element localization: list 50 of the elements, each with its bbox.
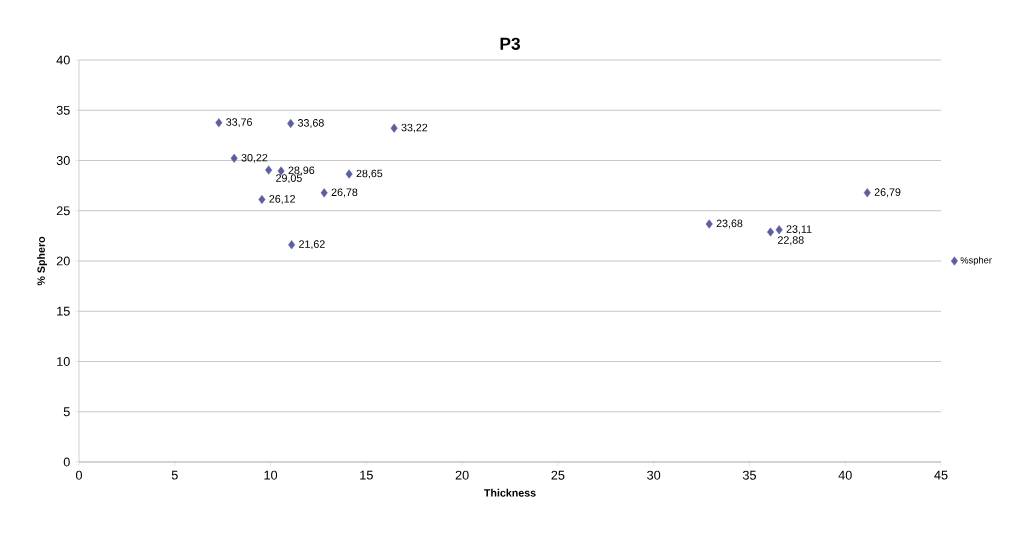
point xyxy=(288,240,296,250)
legend-label: %spher xyxy=(960,256,992,266)
y-tick-label: 25 xyxy=(56,206,70,216)
y-tick-label: 40 xyxy=(56,55,70,65)
x-tick-label: 40 xyxy=(838,470,852,480)
data-label: 28,96 xyxy=(288,166,315,176)
x-tick-label: 10 xyxy=(264,470,278,480)
x-tick-label: 5 xyxy=(171,470,178,480)
data-label: 23,11 xyxy=(786,225,812,235)
data-label: 33,22 xyxy=(401,123,428,133)
point xyxy=(345,169,353,179)
point xyxy=(320,188,328,198)
chart-title: P3 xyxy=(500,37,520,50)
point xyxy=(258,194,266,205)
y-tick-label: 20 xyxy=(56,256,70,266)
x-tick-label: 15 xyxy=(360,470,373,480)
point xyxy=(775,225,783,235)
x-tick-label: 25 xyxy=(551,470,565,480)
data-label: 33,68 xyxy=(298,119,324,128)
data-label: 29,05 xyxy=(276,174,302,184)
y-tick-label: 35 xyxy=(56,105,70,115)
point xyxy=(265,165,273,175)
data-label: 26,12 xyxy=(269,195,296,204)
x-tick-label: 35 xyxy=(742,470,756,480)
y-tick-label: 30 xyxy=(56,156,70,165)
point xyxy=(767,227,774,237)
point xyxy=(215,118,223,128)
data-label: 22,88 xyxy=(778,236,804,246)
y-tick-label: 5 xyxy=(63,407,70,417)
y-axis-title: % Sphero xyxy=(37,236,48,286)
point xyxy=(705,219,713,229)
point xyxy=(390,123,398,133)
data-label: 30,22 xyxy=(241,153,268,163)
data-label: 33,76 xyxy=(226,118,252,128)
y-tick-label: 15 xyxy=(57,306,70,316)
point xyxy=(230,153,238,163)
data-label: 23,68 xyxy=(716,219,743,229)
y-tick-label: 10 xyxy=(57,357,70,366)
point xyxy=(863,188,871,198)
data-label: 28,65 xyxy=(356,169,383,179)
data-label: 26,79 xyxy=(874,188,901,198)
x-tick-label: 0 xyxy=(75,470,83,480)
data-label: 26,78 xyxy=(331,188,358,198)
point xyxy=(287,118,295,129)
x-tick-label: 45 xyxy=(934,470,948,480)
x-tick-label: 20 xyxy=(455,470,469,480)
x-axis-title: Thickness xyxy=(484,488,536,497)
data-label: 21,62 xyxy=(299,240,325,250)
x-tick-label: 30 xyxy=(647,470,661,480)
y-tick-label: 0 xyxy=(63,457,70,467)
